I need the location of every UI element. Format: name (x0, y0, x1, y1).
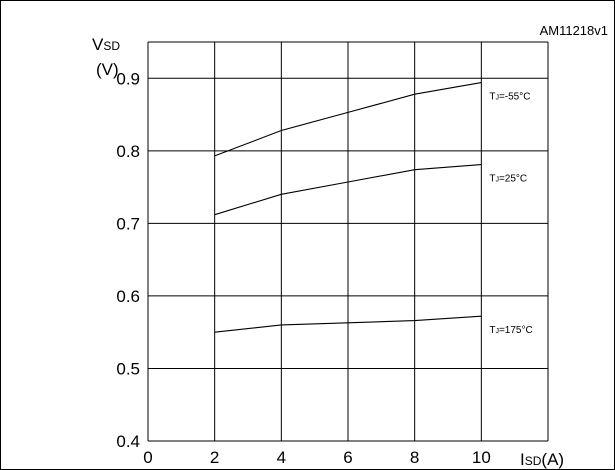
x-axis-title: ISD(A) (520, 450, 564, 469)
grid (147, 41, 549, 442)
tick-labels: 0 2 4 6 8 10 0.4 0.5 0.6 0.7 0.8 0.9 (116, 69, 490, 467)
series-label-main: T (489, 174, 495, 185)
x-tick-label: 4 (277, 448, 286, 467)
series-line (214, 82, 482, 157)
series-label: TJ=25°C (489, 174, 527, 185)
series-lines: TJ=-55°CTJ=25°CTJ=175°C (214, 82, 533, 336)
figure-code: AM11218v1 (540, 23, 608, 38)
x-axis-title-main: I (520, 450, 525, 469)
y-tick-label: 0.6 (116, 287, 140, 306)
y-tick-label: 0.7 (116, 214, 140, 233)
series-line (214, 164, 482, 216)
series-label-rest: =175°C (499, 325, 533, 336)
labels: AM11218v1 VSD (V) ISD(A) (92, 23, 608, 469)
x-tick-label: 6 (343, 448, 352, 467)
y-tick-label: 0.4 (116, 432, 140, 451)
series-label-rest: =25°C (499, 174, 527, 185)
y-tick-label: 0.8 (116, 142, 140, 161)
series-label-sub: J (495, 328, 499, 335)
x-axis-title-sub: SD (525, 454, 542, 468)
x-tick-label: 10 (472, 448, 491, 467)
y-tick-label: 0.9 (116, 69, 140, 88)
y-tick-label: 0.5 (116, 359, 140, 378)
y-axis-title: VSD (92, 35, 120, 54)
series-label: TJ=175°C (489, 325, 532, 336)
series-line (214, 315, 482, 333)
x-tick-label: 0 (143, 448, 152, 467)
series-label-rest: =-55°C (499, 92, 531, 103)
series-label-sub: J (495, 95, 499, 102)
y-axis-unit: (V) (96, 60, 119, 79)
y-axis-title-sub: SD (103, 39, 120, 53)
x-axis-title-unit: (A) (541, 450, 564, 469)
y-axis-title-main: V (92, 35, 104, 54)
series-label: TJ=-55°C (489, 92, 530, 103)
x-tick-label: 2 (210, 448, 219, 467)
series-label-main: T (489, 325, 495, 336)
series-label-sub: J (495, 177, 499, 184)
x-tick-label: 8 (410, 448, 419, 467)
series-label-main: T (489, 92, 495, 103)
